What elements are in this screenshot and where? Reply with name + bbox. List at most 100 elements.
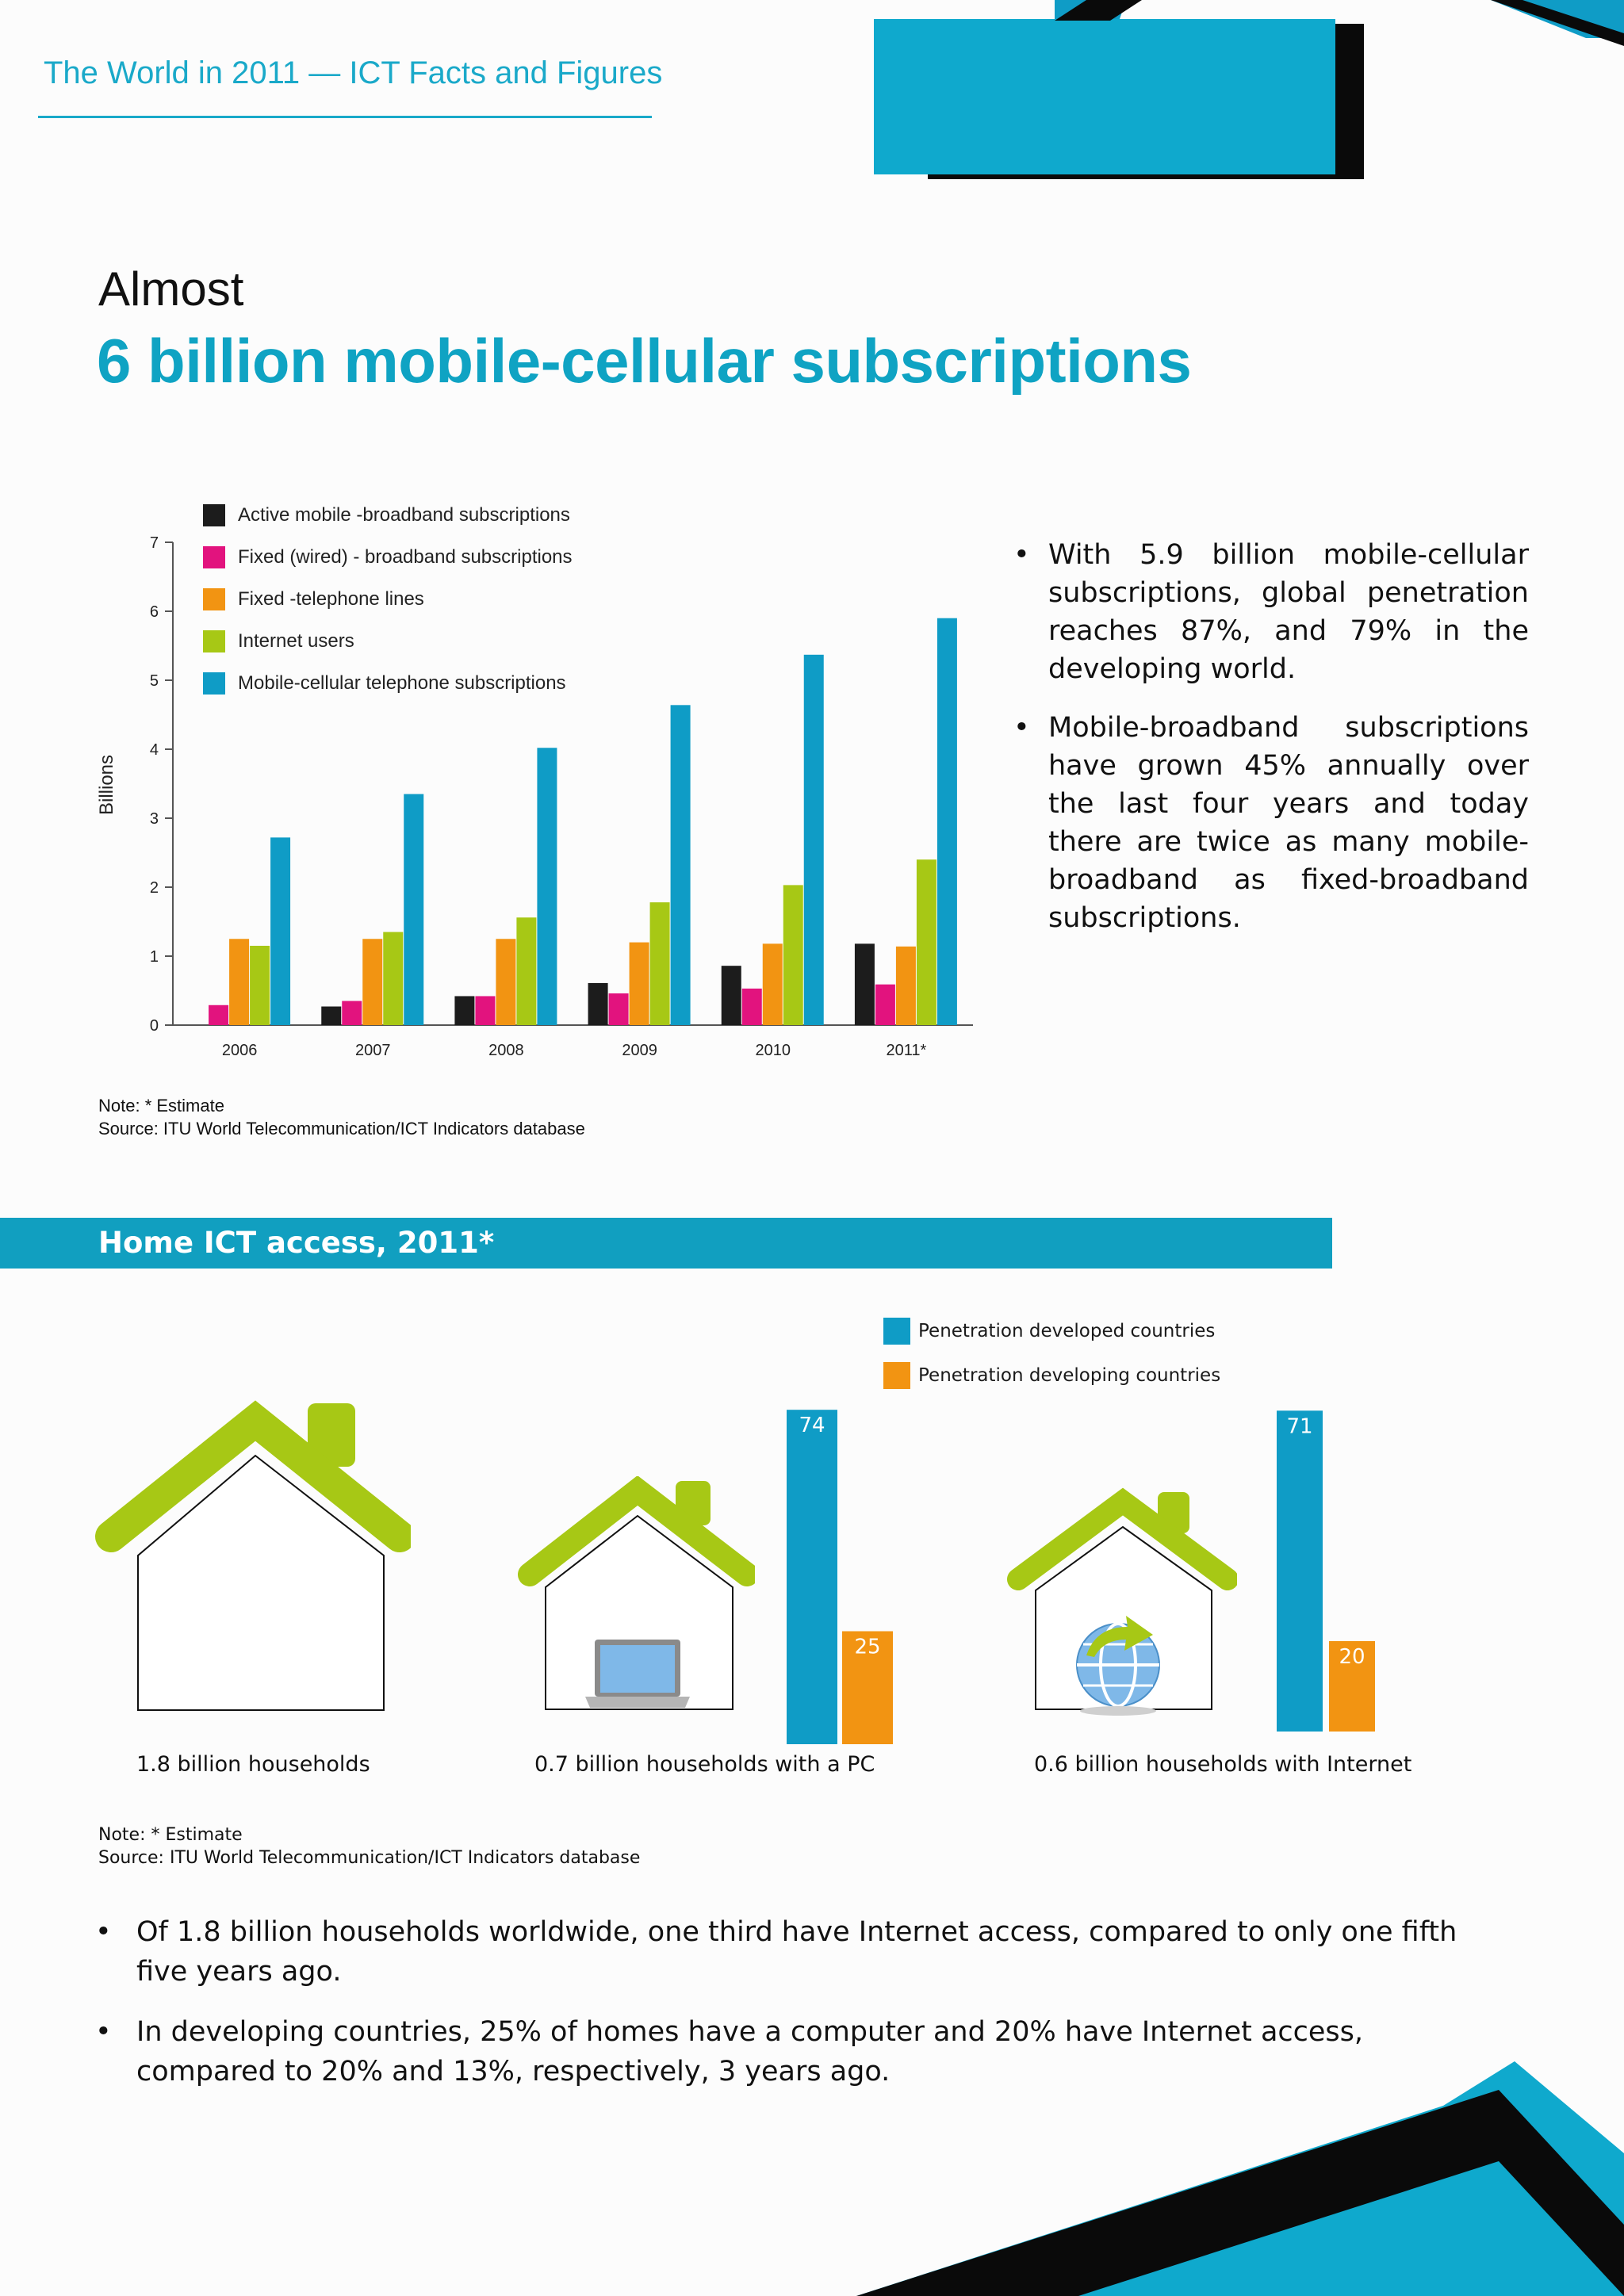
laptop-icon (585, 1640, 690, 1708)
globe-icon (1076, 1616, 1160, 1716)
x-tick-label: 2010 (756, 1042, 791, 1059)
bar-4-1 (404, 794, 424, 1025)
x-tick-label: 2009 (622, 1042, 657, 1059)
y-tick-label: 4 (150, 741, 159, 759)
legend-label: Fixed -telephone lines (238, 588, 424, 610)
header-rule (38, 116, 652, 118)
note-text: Note: * Estimate (98, 1825, 243, 1845)
bar-4-5 (936, 618, 957, 1025)
bar-3-3 (649, 902, 670, 1025)
legend-item: Mobile-cellular telephone subscriptions (203, 672, 566, 695)
legend-item: Active mobile -broadband subscriptions (203, 504, 570, 526)
legend-swatch (203, 588, 225, 610)
bar-4-4 (803, 654, 824, 1025)
y-tick-label: 1 (150, 948, 159, 966)
bar-4-2 (537, 748, 557, 1025)
legend-swatch (203, 630, 225, 652)
bar-1-3 (608, 993, 629, 1025)
bar-0-1 (321, 1006, 342, 1025)
internet-caption: 0.6 billion households with Internet (1034, 1752, 1412, 1777)
bar-4-3 (670, 705, 691, 1025)
house-icon (518, 1476, 755, 1710)
bar-1-4 (741, 988, 762, 1025)
bar-3-5 (916, 859, 936, 1025)
house-icon (95, 1400, 411, 1711)
legend-label: Internet users (238, 630, 354, 652)
x-tick-label: 2008 (488, 1042, 524, 1059)
legend-swatch (883, 1362, 910, 1389)
x-tick-label: 2006 (222, 1042, 258, 1059)
penetration-value-label: 74 (799, 1414, 825, 1437)
headline-intro: Almost (98, 262, 244, 316)
legend-item: Internet users (203, 630, 354, 652)
bar-4-0 (270, 837, 291, 1025)
home-legend: Penetration developed countries Penetrat… (883, 1318, 1220, 1389)
penetration-value-label: 71 (1286, 1414, 1312, 1438)
penetration-bar-0-0 (787, 1410, 837, 1744)
home-penetration-bars: 74 25 71 20 (787, 1410, 1375, 1744)
note-text: Note: * Estimate (98, 1096, 224, 1115)
subscriptions-bar-chart: 0 1 2 3 4 5 6 7 Billions 2006 2007 2008 2009 2010 2011… (96, 534, 973, 1059)
legend-item-developed: Penetration developed countries (883, 1318, 1220, 1345)
legend-label: Penetration developed countries (918, 1321, 1216, 1341)
header-title: The World in 2011 — ICT Facts and Figure… (44, 55, 663, 90)
y-tick-label: 5 (150, 672, 159, 690)
bar-1-0 (209, 1004, 229, 1025)
bar-1-1 (342, 1001, 362, 1025)
chart-note: Note: * Estimate Source: ITU World Telec… (98, 1094, 585, 1140)
y-tick-label: 0 (150, 1017, 159, 1035)
home-note: Note: * Estimate Source: ITU World Telec… (98, 1823, 640, 1869)
legend-label: Fixed (wired) - broadband subscriptions (238, 546, 573, 568)
bottom-corner-graphic (856, 2061, 1624, 2296)
legend-swatch (203, 546, 225, 568)
bullet-item: Of 1.8 billion households worldwide, one… (94, 1912, 1473, 1992)
bar-2-2 (496, 939, 516, 1025)
penetration-value-label: 20 (1339, 1645, 1365, 1669)
bar-1-2 (475, 996, 496, 1025)
y-tick-label: 3 (150, 810, 159, 828)
legend-item: Fixed (wired) - broadband subscriptions (203, 546, 573, 568)
bar-2-1 (362, 939, 383, 1025)
penetration-bar-0-1 (1277, 1410, 1323, 1732)
bullet-item: With 5.9 billion mobile-cellular subscri… (1012, 536, 1529, 688)
penetration-bar-1-0 (842, 1631, 893, 1744)
bullet-item: In developing countries, 25% of homes ha… (94, 2012, 1473, 2091)
bar-0-5 (854, 943, 875, 1025)
bar-3-4 (783, 885, 803, 1025)
legend-swatch (883, 1318, 910, 1345)
penetration-bar-1-1 (1329, 1641, 1375, 1732)
bar-0-3 (588, 982, 608, 1025)
legend-label: Mobile-cellular telephone subscriptions (238, 672, 566, 694)
y-axis-label: Billions (96, 755, 117, 815)
section-title: Home ICT access, 2011* (98, 1226, 495, 1260)
y-tick-label: 6 (150, 603, 159, 621)
bar-2-3 (629, 942, 649, 1025)
bar-1-5 (875, 984, 895, 1025)
house-icon (1007, 1487, 1237, 1716)
legend-item-developing: Penetration developing countries (883, 1362, 1220, 1389)
source-text: Source: ITU World Telecommunication/ICT … (98, 1119, 585, 1138)
bar-2-4 (762, 943, 783, 1025)
y-tick-label: 2 (150, 879, 159, 897)
bar-2-5 (895, 946, 916, 1025)
legend-item: Fixed -telephone lines (203, 588, 424, 610)
home-bullet-list: Of 1.8 billion households worldwide, one… (94, 1912, 1473, 2112)
legend-label: Active mobile -broadband subscriptions (238, 504, 570, 526)
legend-swatch (203, 672, 225, 695)
top-corner-graphic (874, 0, 1624, 179)
section-band (0, 1218, 1332, 1269)
bar-3-1 (383, 932, 404, 1025)
chart-bullet-list: With 5.9 billion mobile-cellular subscri… (1012, 536, 1529, 958)
bar-3-0 (250, 945, 270, 1025)
bar-0-2 (454, 996, 475, 1025)
x-tick-label: 2011* (887, 1042, 927, 1059)
legend-swatch (203, 504, 225, 526)
penetration-value-label: 25 (854, 1636, 880, 1659)
legend-label: Penetration developing countries (918, 1365, 1221, 1386)
bar-0-4 (721, 966, 741, 1025)
bar-3-2 (516, 917, 537, 1025)
pc-caption: 0.7 billion households with a PC (534, 1752, 875, 1777)
bullet-item: Mobile-broadband subscriptions have grow… (1012, 709, 1529, 937)
headline-main: 6 billion mobile-cellular subscriptions (97, 326, 1192, 396)
bar-2-0 (229, 939, 250, 1025)
